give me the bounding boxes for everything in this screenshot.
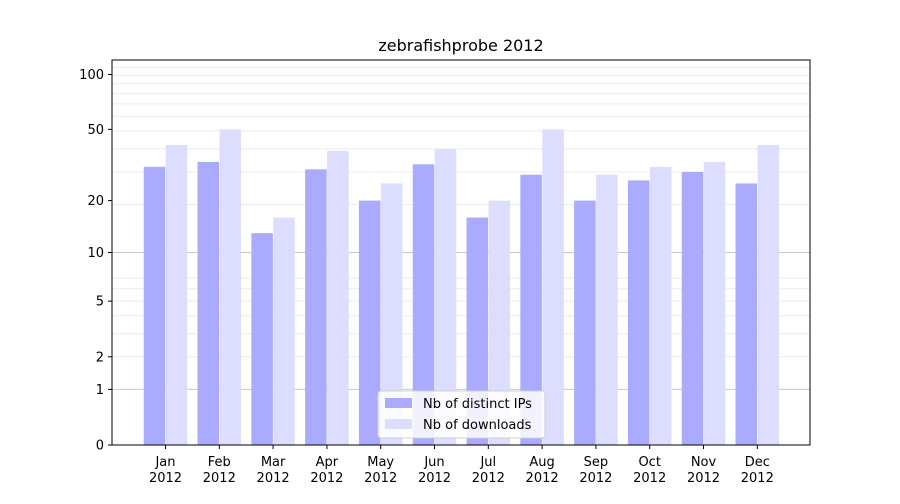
bar-downloads xyxy=(273,217,295,445)
bar-distinct-ips xyxy=(143,166,166,445)
x-tick-label-line: Feb xyxy=(208,455,231,470)
bars-layer xyxy=(143,129,780,446)
x-tick-label-line: 2012 xyxy=(741,471,774,486)
x-tick-label-line: 2012 xyxy=(203,471,236,486)
bar-downloads xyxy=(703,161,726,445)
y-tick-label: 100 xyxy=(79,68,104,83)
legend-label-distinct-ips: Nb of distinct IPs xyxy=(423,397,532,412)
y-tick-label: 5 xyxy=(96,295,104,310)
x-tick-label-line: Oct xyxy=(638,455,660,470)
bar-downloads xyxy=(649,166,672,445)
x-tick-label: Jun 2012 xyxy=(418,455,451,486)
bar-distinct-ips xyxy=(197,161,220,445)
x-tick-label-line: Jan xyxy=(154,455,175,470)
bar-distinct-ips xyxy=(412,164,435,446)
bar-distinct-ips xyxy=(466,217,489,445)
bar-distinct-ips xyxy=(735,183,758,445)
bar-distinct-ips xyxy=(305,169,327,445)
bar-downloads xyxy=(488,200,511,445)
x-tick-label-line: 2012 xyxy=(472,471,505,486)
bar-distinct-ips xyxy=(251,233,273,445)
x-tick-label-line: Jun xyxy=(423,455,444,470)
bar-downloads xyxy=(380,183,403,445)
y-axis: 0 1 2 5 10 20 50 100 xyxy=(79,68,112,454)
x-tick-label-line: 2012 xyxy=(310,471,343,486)
x-tick-label-line: 2012 xyxy=(526,471,559,486)
y-tick-label: 1 xyxy=(96,383,104,398)
x-tick-label: Jan 2012 xyxy=(149,455,182,486)
x-tick-label: Oct 2012 xyxy=(633,455,666,486)
bar-distinct-ips xyxy=(358,200,381,445)
y-tick-label: 10 xyxy=(87,246,104,261)
x-tick-label-line: Aug xyxy=(529,455,554,470)
chart-title: zebrafishprobe 2012 xyxy=(378,36,543,55)
bar-downloads xyxy=(165,144,188,445)
bar-distinct-ips xyxy=(627,180,650,445)
x-tick-label-line: 2012 xyxy=(364,471,397,486)
bar-downloads xyxy=(327,150,349,445)
x-tick-label-line: 2012 xyxy=(257,471,290,486)
x-tick-label: Dec 2012 xyxy=(741,455,774,486)
legend-box xyxy=(377,390,546,439)
y-tick-label: 20 xyxy=(87,194,104,209)
x-tick-label: Jul 2012 xyxy=(472,455,505,486)
x-tick-label: Nov 2012 xyxy=(687,455,720,486)
legend: Nb of distinct IPs Nb of downloads xyxy=(377,390,546,439)
bar-downloads xyxy=(596,174,618,445)
legend-swatch-downloads xyxy=(385,419,412,429)
x-tick-label-line: Apr xyxy=(316,455,339,470)
bar-downloads xyxy=(434,148,457,446)
bar-downloads xyxy=(219,129,242,446)
x-tick-label-line: 2012 xyxy=(633,471,666,486)
bar-downloads xyxy=(542,129,564,446)
x-tick-label-line: Sep xyxy=(584,455,609,470)
x-tick-label-line: Mar xyxy=(261,455,286,470)
bar-distinct-ips xyxy=(681,171,704,445)
x-tick-label: Sep 2012 xyxy=(579,455,612,486)
x-tick-label-line: Dec xyxy=(745,455,770,470)
x-tick-label: Mar 2012 xyxy=(257,455,290,486)
x-tick-label: Aug 2012 xyxy=(526,455,559,486)
x-tick-label-line: 2012 xyxy=(579,471,612,486)
legend-label-downloads: Nb of downloads xyxy=(423,418,532,433)
x-tick-label-line: May xyxy=(367,455,394,470)
bar-distinct-ips xyxy=(574,200,596,445)
x-tick-label-line: 2012 xyxy=(149,471,182,486)
x-tick-label: Apr 2012 xyxy=(310,455,343,486)
x-tick-label-line: 2012 xyxy=(418,471,451,486)
x-tick-label: May 2012 xyxy=(364,455,397,486)
y-tick-label: 2 xyxy=(96,350,104,365)
x-tick-label-line: 2012 xyxy=(687,471,720,486)
x-tick-label-line: Jul xyxy=(479,455,496,470)
bar-distinct-ips xyxy=(520,174,542,445)
x-tick-label-line: Nov xyxy=(691,455,717,470)
bar-downloads xyxy=(757,144,780,445)
legend-swatch-distinct-ips xyxy=(385,398,412,408)
y-tick-label: 50 xyxy=(87,123,104,138)
x-tick-label: Feb 2012 xyxy=(203,455,236,486)
y-tick-label: 0 xyxy=(96,439,104,454)
